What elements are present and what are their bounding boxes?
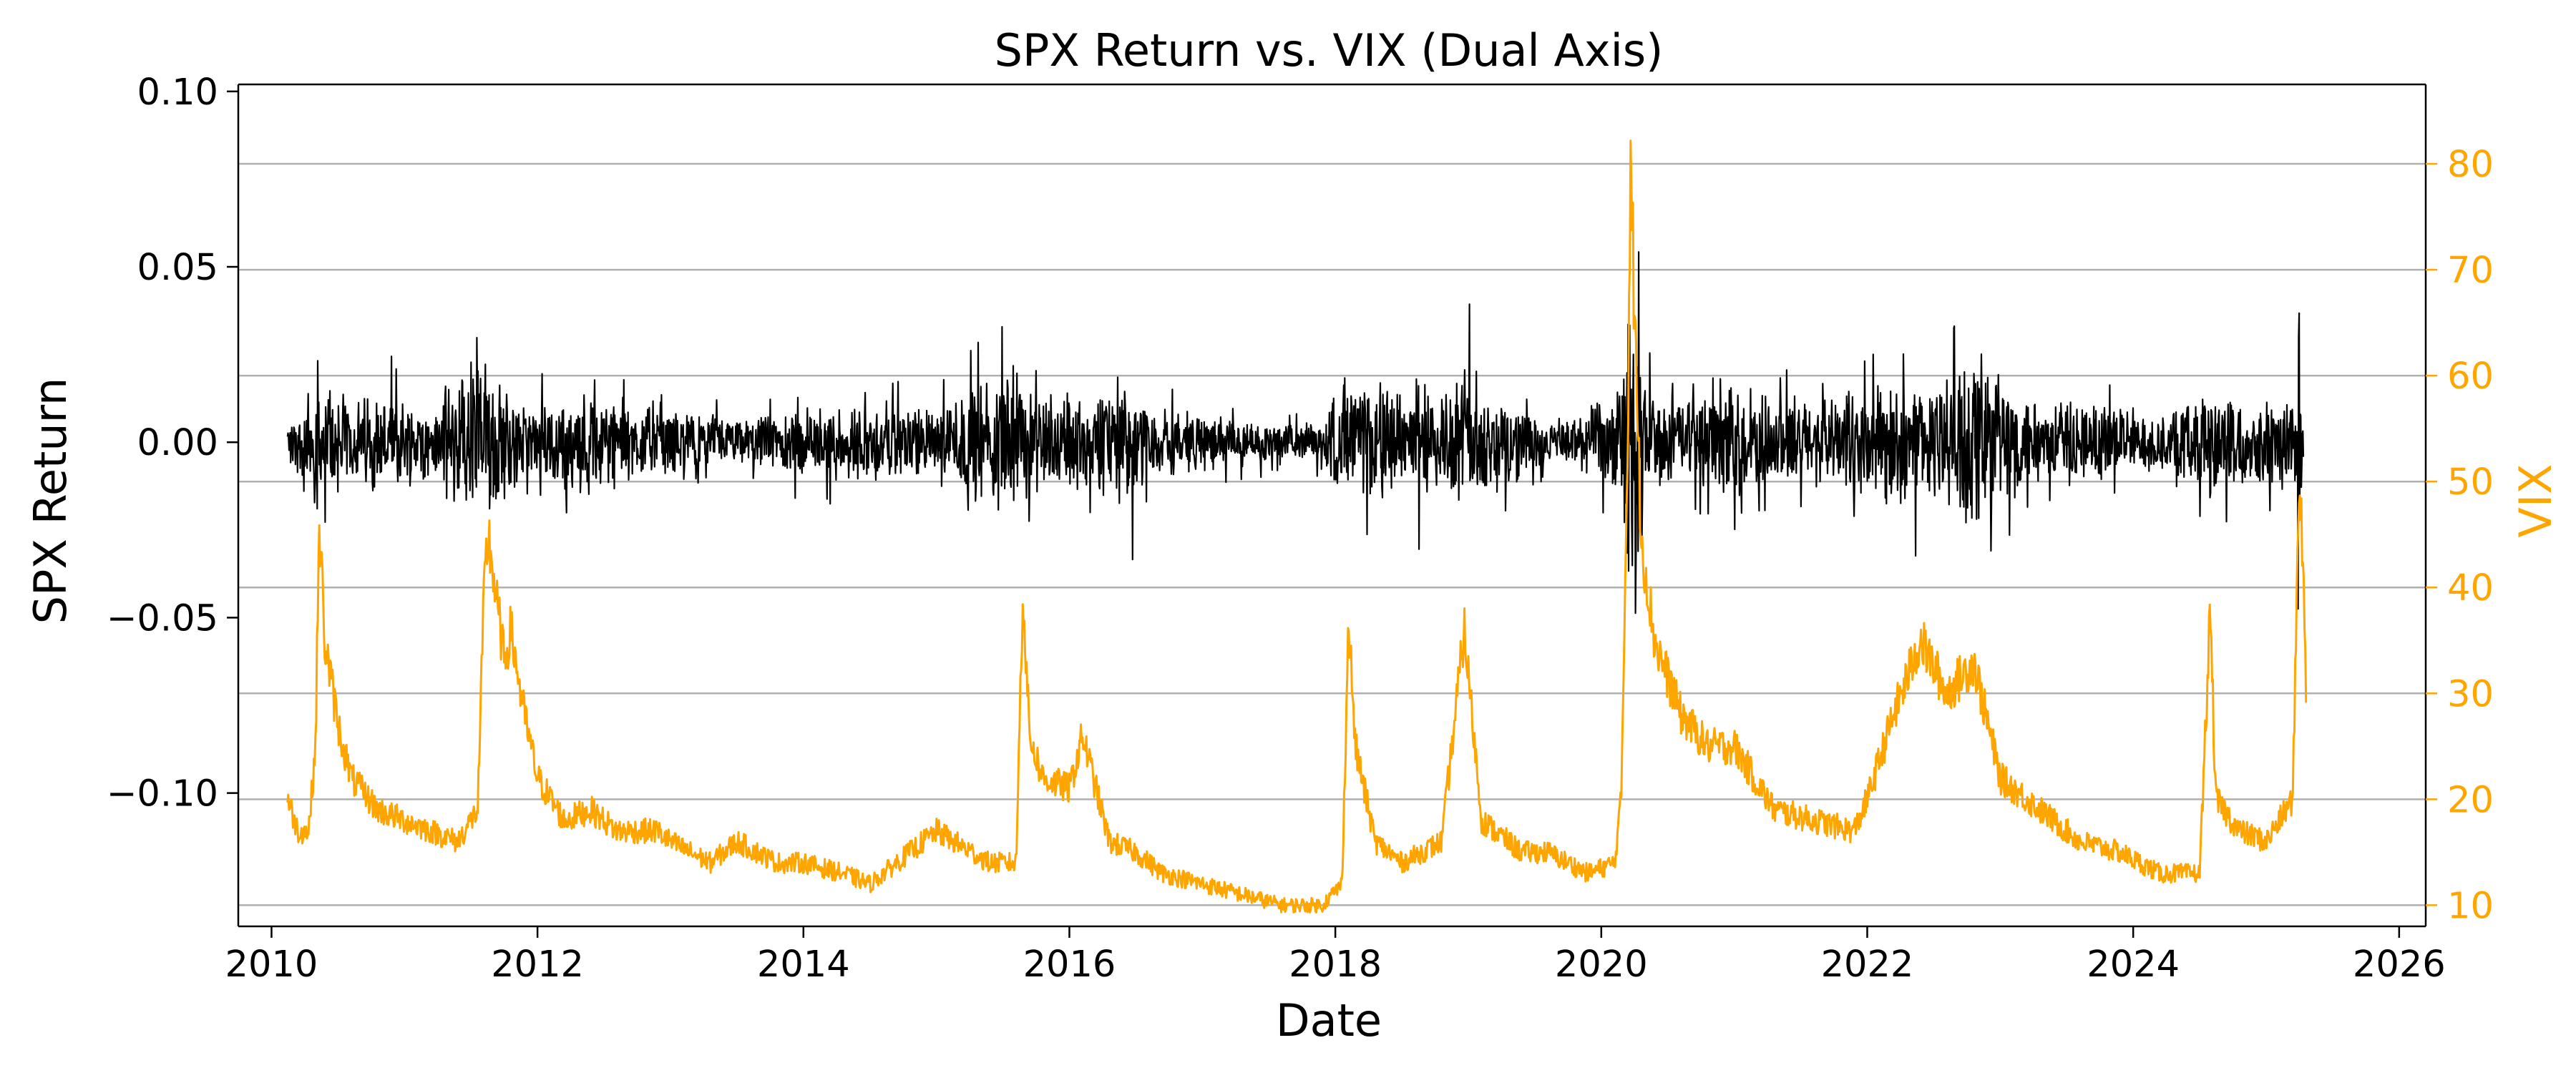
x-tick-label: 2022 <box>1821 944 1914 986</box>
left-y-tick-label: 0.05 <box>137 247 218 289</box>
left-y-tick-label: −0.10 <box>107 773 218 815</box>
right-y-tick-label: 20 <box>2447 779 2494 821</box>
left-y-tick-label: 0.00 <box>137 422 218 464</box>
spx-return-series <box>286 251 2305 614</box>
right-y-tick-label: 30 <box>2447 673 2494 715</box>
grid-lines <box>238 162 2426 906</box>
x-tick-label: 2024 <box>2087 944 2180 986</box>
spx-return-line <box>286 251 2305 614</box>
left-y-tick-label: 0.10 <box>137 72 218 114</box>
right-y-axis-label: VIX <box>2509 464 2562 537</box>
right-y-tick-label: 10 <box>2447 885 2494 927</box>
left-y-tick-label: −0.05 <box>107 597 218 640</box>
x-tick-label: 2020 <box>1555 944 1648 986</box>
vix-line <box>286 139 2308 914</box>
chart-title: SPX Return vs. VIX (Dual Axis) <box>995 24 1664 77</box>
axes <box>237 83 2427 928</box>
x-tick-label: 2018 <box>1289 944 1382 986</box>
x-tick-label: 2016 <box>1023 944 1116 986</box>
x-tick-label: 2012 <box>491 944 584 986</box>
right-y-axis-ticks: 80 70 60 50 40 30 20 10 <box>2426 144 2494 927</box>
left-y-axis-label: SPX Return <box>24 378 77 624</box>
vix-series <box>286 139 2308 914</box>
right-y-tick-label: 70 <box>2447 250 2494 292</box>
right-y-tick-label: 60 <box>2447 356 2494 398</box>
x-tick-label: 2014 <box>757 944 850 986</box>
x-tick-label: 2010 <box>225 944 318 986</box>
left-y-axis-ticks: 0.10 0.05 0.00 −0.05 −0.10 <box>107 72 238 815</box>
x-tick-label: 2026 <box>2353 944 2446 986</box>
x-axis-ticks: 2010 2012 2014 2016 2018 2020 2022 2024 2026 <box>225 926 2446 986</box>
right-y-tick-label: 40 <box>2447 567 2494 609</box>
right-y-tick-label: 50 <box>2447 461 2494 504</box>
right-y-tick-label: 80 <box>2447 144 2494 186</box>
x-axis-label: Date <box>1276 994 1382 1047</box>
